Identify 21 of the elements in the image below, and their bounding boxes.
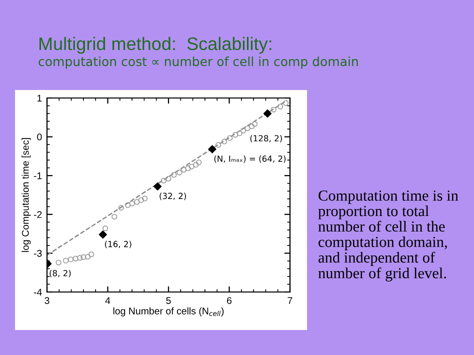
annotation: (128, 2) bbox=[250, 134, 282, 142]
x-tick-label: 4 bbox=[105, 297, 110, 304]
x-tick-label: 7 bbox=[288, 297, 292, 304]
y-tick-label: 0 bbox=[37, 134, 42, 140]
y-tick-label: 1 bbox=[37, 94, 42, 102]
text: Computation time is in proportion to total number of cell in the computation domain, and independent of number of grid level. bbox=[318, 190, 458, 282]
annotation: (8, 2) bbox=[50, 270, 71, 278]
annotation: (32, 2) bbox=[160, 192, 186, 200]
x-axis-title: log Number of cells (N$_{cell}$) bbox=[113, 307, 224, 316]
annotation: (N, Iₘₐₓ) = (64, 2) bbox=[214, 155, 286, 163]
y-tick-label: -2 bbox=[34, 211, 42, 218]
chart-subtitle: computation cost ∝ number of cell in comp domain bbox=[38, 56, 358, 69]
x-tick-label: 3 bbox=[44, 297, 50, 304]
chart-title: Multigrid method: Scalability: bbox=[39, 36, 272, 54]
x-tick-label: 6 bbox=[227, 297, 232, 304]
annotation: (16, 2) bbox=[104, 240, 132, 248]
y-tick-label: -1 bbox=[34, 172, 42, 180]
y-tick-label: -4 bbox=[34, 288, 42, 296]
x-tick-label: 5 bbox=[166, 297, 171, 304]
y-axis-title: log Computation time [sec] bbox=[22, 138, 31, 252]
y-tick-label: -3 bbox=[34, 250, 42, 257]
